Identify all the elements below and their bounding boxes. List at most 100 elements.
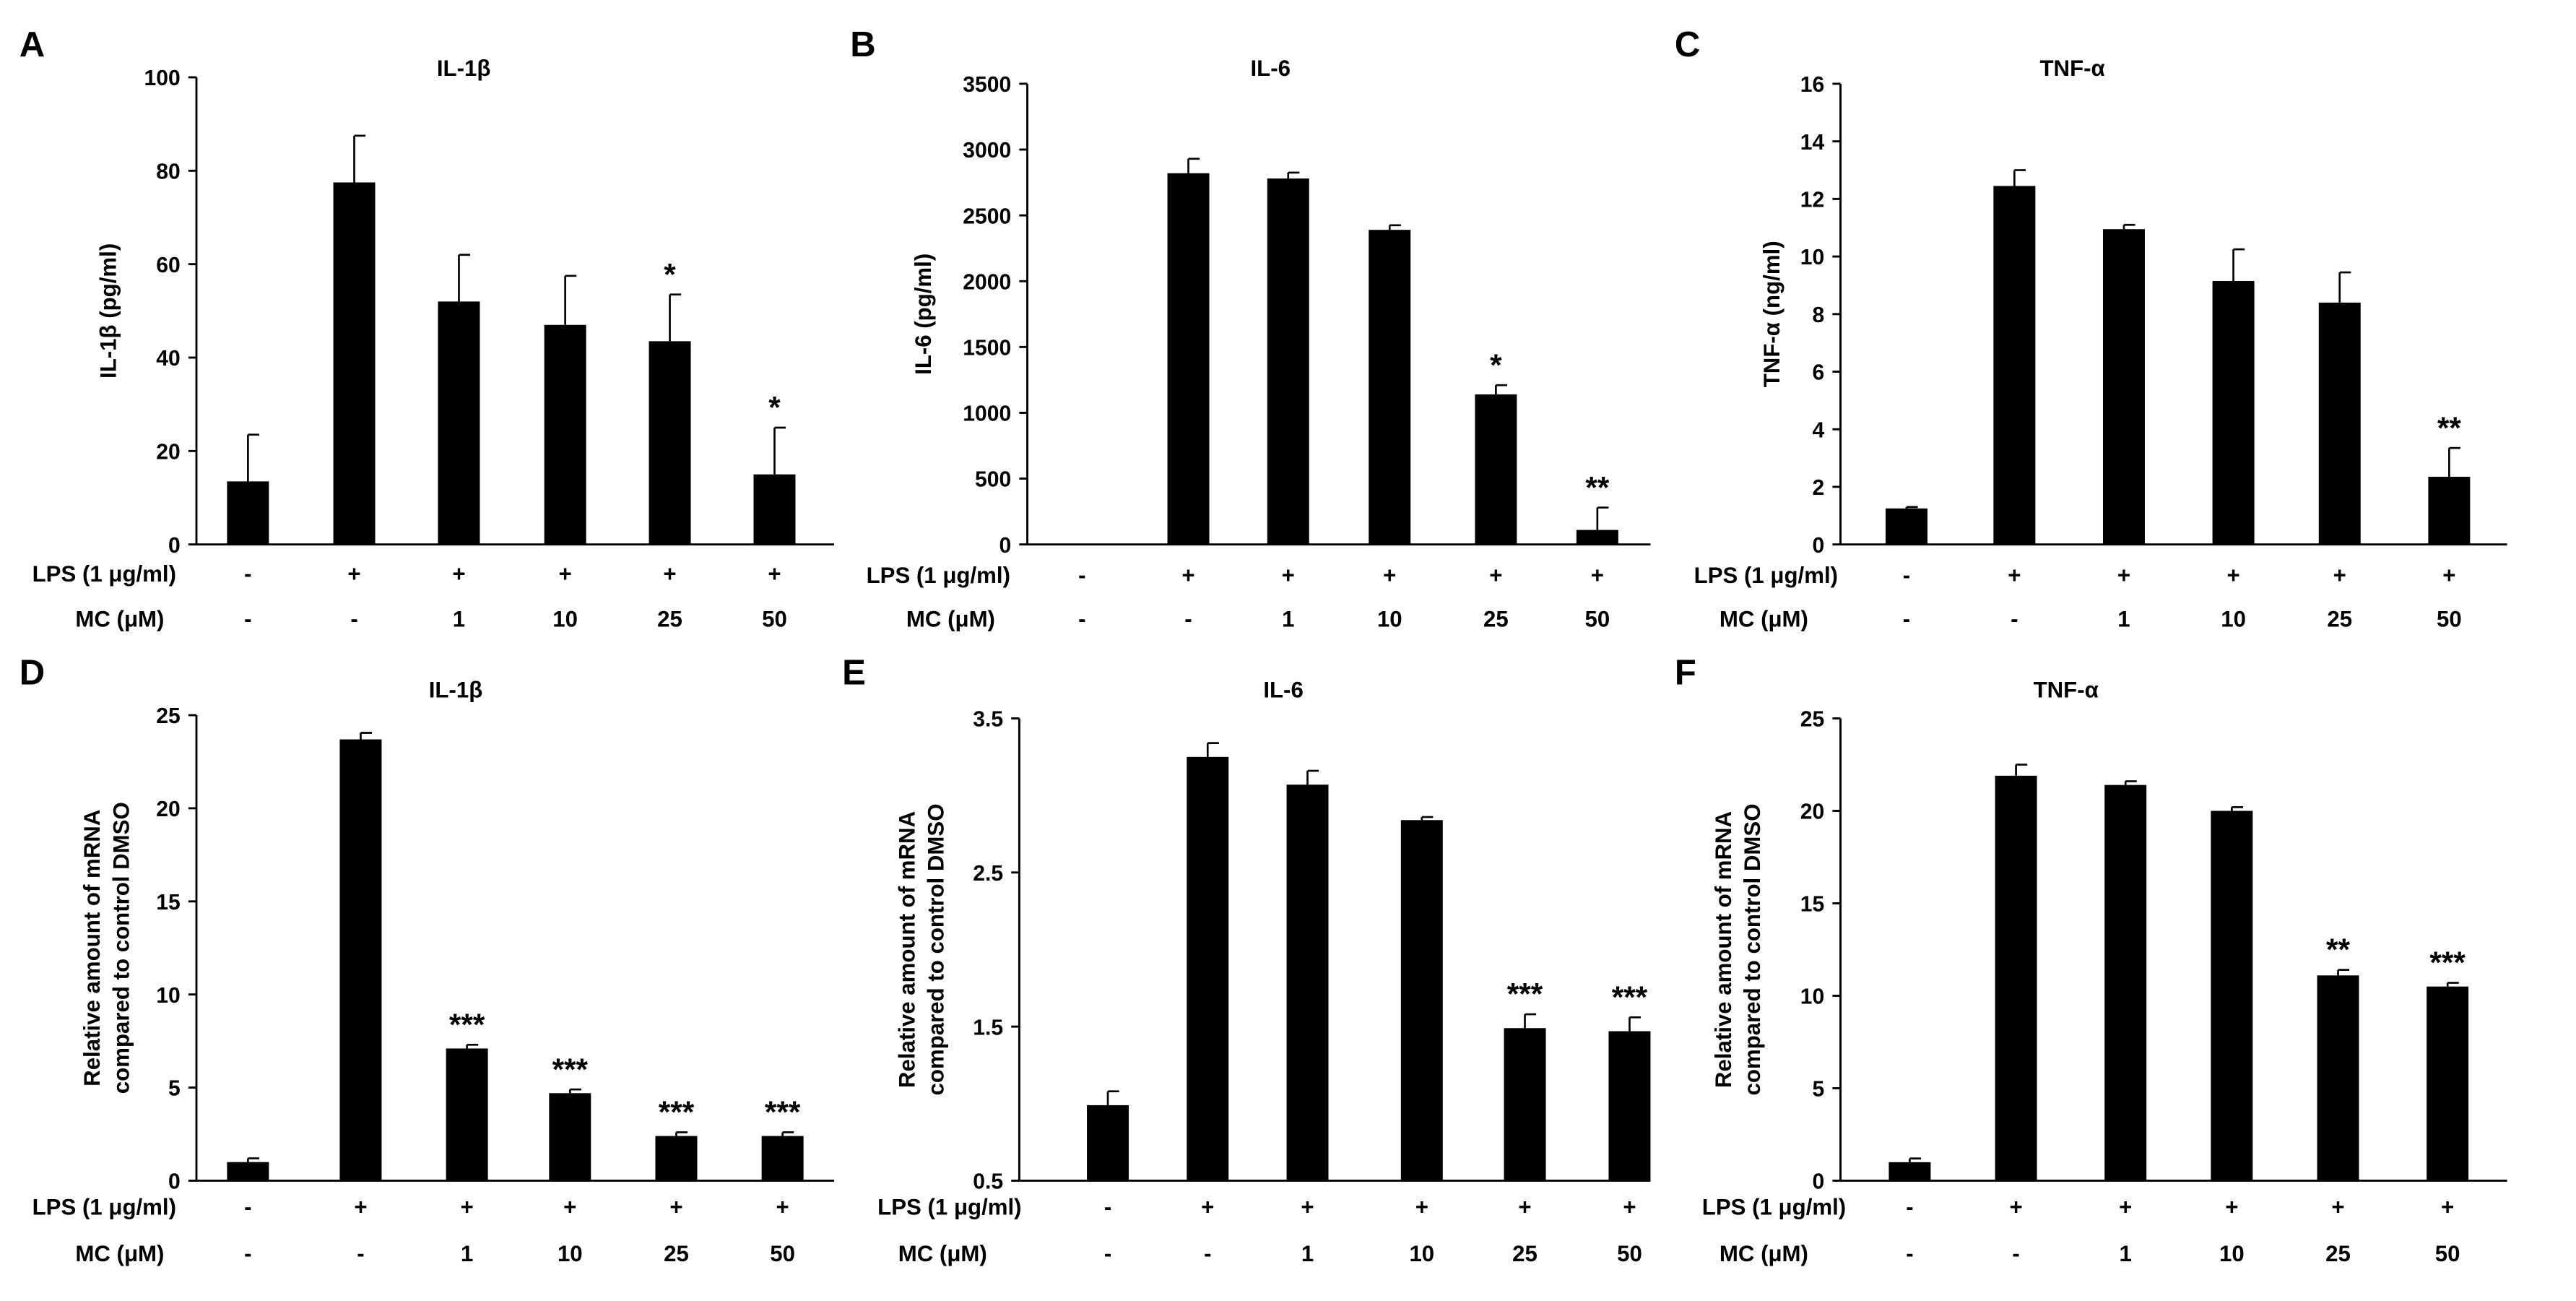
significance-label: **	[2437, 411, 2461, 445]
y-tick-label: 40	[156, 347, 180, 371]
condition-row-label: MC (μM)	[1719, 1241, 1808, 1266]
y-axis-label: IL-1β (pg/ml)	[96, 243, 121, 379]
condition-cell: 10	[2221, 606, 2246, 631]
condition-cell: +	[2226, 563, 2239, 588]
bar	[1888, 1162, 1931, 1181]
y-axis-label-line: compared to control DMSO	[108, 802, 134, 1094]
condition-cell: -	[1903, 563, 1910, 588]
y-axis-label: TNF-α (ng/ml)	[1759, 241, 1784, 387]
y-tick-label: 0.5	[973, 1170, 1003, 1194]
condition-cell: -	[244, 561, 251, 587]
panel-letter: A	[19, 25, 45, 64]
condition-cell: +	[2225, 1194, 2238, 1219]
bar	[2318, 302, 2361, 545]
y-tick-label: 2000	[963, 270, 1011, 294]
condition-row-label: MC (μM)	[75, 606, 164, 631]
y-axis-label: Relative amount of mRNA compared to contr…	[1711, 803, 1765, 1095]
condition-cell: +	[2331, 1194, 2344, 1219]
y-tick-label: 15	[156, 891, 180, 915]
significance-label: ***	[765, 1095, 801, 1129]
bar	[2428, 477, 2471, 545]
condition-cell: 50	[1617, 1241, 1642, 1266]
y-tick-label: 16	[1800, 73, 1824, 97]
panel-letter: F	[1675, 654, 1696, 693]
bar	[2102, 229, 2145, 545]
condition-cell: 1	[2120, 1241, 2132, 1266]
condition-cell: 50	[2437, 606, 2462, 631]
condition-cell: +	[669, 1194, 682, 1219]
bar	[649, 341, 691, 545]
condition-cell: +	[2117, 563, 2130, 588]
y-tick-label: 500	[975, 468, 1011, 492]
bar	[1475, 394, 1517, 545]
condition-cell: +	[2009, 1194, 2022, 1219]
condition-cell: +	[1623, 1194, 1636, 1219]
y-tick-label: 1500	[963, 337, 1011, 360]
bar	[1576, 530, 1618, 545]
y-tick-label: 0	[168, 534, 181, 558]
y-axis-label: Relative amount of mRNA compared to contr…	[79, 802, 134, 1094]
condition-cell: +	[1282, 563, 1295, 588]
bar	[549, 1093, 591, 1181]
y-tick-label: 14	[1800, 131, 1825, 155]
condition-cell: 25	[1483, 606, 1509, 631]
bar	[438, 301, 480, 545]
condition-cell: +	[354, 1194, 367, 1219]
condition-row-label: MC (μM)	[1719, 606, 1808, 631]
panel-f: F TNF-α 0 5 10 15 20 25 Relative amount of mRNA c…	[1675, 654, 2507, 1266]
condition-cell: +	[768, 561, 781, 587]
bar	[1087, 1105, 1129, 1181]
condition-row-label: LPS (1 μg/ml)	[867, 563, 1010, 588]
condition-cell: +	[1591, 563, 1604, 588]
y-tick-label: 1.5	[973, 1016, 1003, 1039]
condition-cell: 1	[461, 1241, 473, 1266]
condition-row-label: MC (μM)	[75, 1241, 164, 1266]
significance-label: **	[1585, 470, 1609, 504]
condition-cell: -	[1104, 1194, 1111, 1219]
condition-cell: 10	[2219, 1241, 2245, 1266]
significance-label: ***	[2429, 946, 2466, 980]
bar	[339, 739, 382, 1181]
panel-letter: C	[1675, 25, 1700, 64]
y-tick-label: 3.5	[973, 708, 1003, 732]
condition-cell: +	[1301, 1194, 1314, 1219]
panel-e: E IL-6 0.5 1.5 2.5 3.5 Relative amount of mRNA…	[842, 654, 1651, 1266]
y-tick-label: 10	[1800, 985, 1824, 1009]
y-tick-label: 6	[1813, 361, 1825, 385]
chart-title: IL-1β	[429, 678, 483, 703]
bar	[227, 481, 269, 545]
y-tick-label: 2.5	[973, 862, 1003, 886]
y-tick-label: 20	[156, 798, 180, 821]
panel-letter: D	[19, 654, 45, 693]
condition-cell: -	[1078, 606, 1085, 631]
condition-cell: 10	[1377, 606, 1402, 631]
panel-c: C TNF-α 0 2 4 6 8 10 12 14 16 TNF-α (ng/ml) ** LPS (1…	[1675, 25, 2507, 631]
significance-label: **	[2326, 933, 2350, 967]
condition-cell: 1	[1282, 606, 1294, 631]
condition-row-label: LPS (1 μg/ml)	[32, 1194, 176, 1219]
y-axis-label-line: Relative amount of mRNA	[1711, 811, 1736, 1088]
y-tick-label: 0	[168, 1170, 181, 1194]
condition-cell: +	[663, 561, 676, 587]
condition-cell: -	[1903, 606, 1910, 631]
y-tick-label: 100	[144, 66, 181, 90]
y-tick-label: 3000	[963, 139, 1011, 163]
significance-label: *	[664, 257, 676, 291]
y-tick-label: 15	[1800, 893, 1824, 917]
bar	[1286, 785, 1329, 1181]
y-axis-label-line: Relative amount of mRNA	[894, 811, 919, 1088]
bar	[1504, 1028, 1546, 1181]
y-tick-label: 25	[156, 704, 180, 728]
bar	[333, 182, 376, 545]
significance-label: ***	[552, 1053, 589, 1086]
condition-cell: -	[244, 606, 251, 631]
y-tick-label: 8	[1813, 303, 1825, 327]
bar	[1167, 173, 1210, 545]
condition-row-label: LPS (1 μg/ml)	[1694, 563, 1838, 588]
condition-cell: -	[244, 1241, 251, 1266]
condition-cell: -	[244, 1194, 251, 1219]
chart-title: IL-6	[1250, 56, 1290, 81]
significance-label: ***	[1507, 977, 1543, 1011]
significance-label: *	[768, 391, 781, 425]
condition-cell: +	[460, 1194, 473, 1219]
